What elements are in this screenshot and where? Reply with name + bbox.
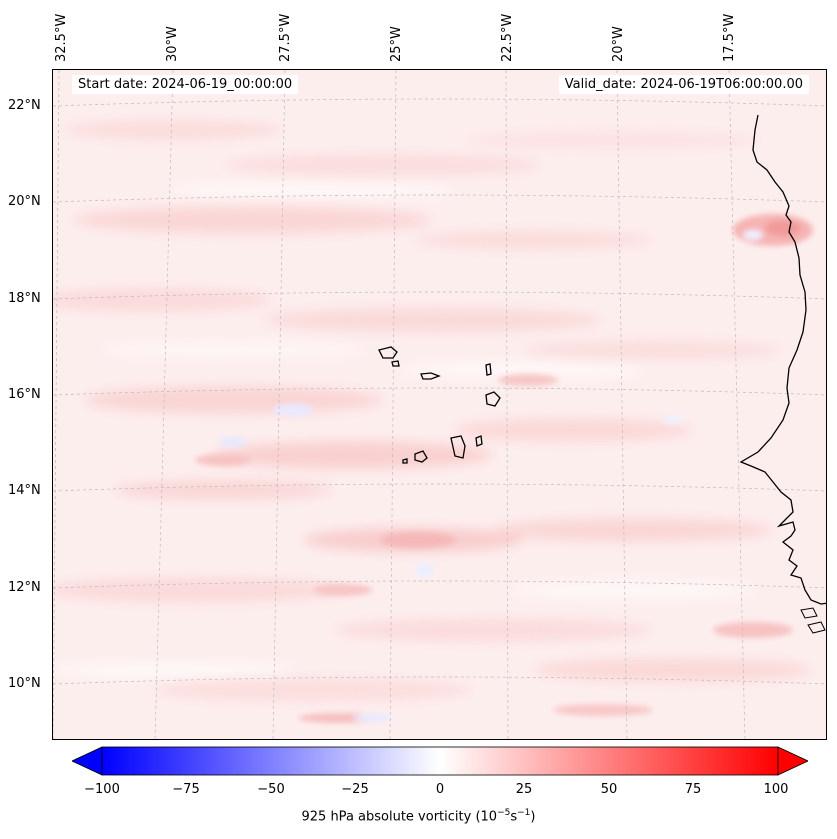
valid-date-label: Valid_date: 2024-06-19T06:00:00.00 <box>558 75 809 94</box>
lon-label-27-5w: 27.5°W <box>278 13 293 62</box>
colorbar-tick: 75 <box>684 782 702 797</box>
map-panel[interactable] <box>52 69 827 740</box>
vorticity-map <box>53 70 826 739</box>
colorbar-tick: 100 <box>763 782 789 797</box>
lat-label-20n: 20°N <box>8 194 41 209</box>
meridian-20w <box>616 70 628 739</box>
graticule <box>53 70 826 739</box>
meridian-32-5w <box>53 70 60 739</box>
lat-label-16n: 16°N <box>8 387 41 402</box>
lat-label-12n: 12°N <box>8 580 41 595</box>
colorbar-tick: −25 <box>341 782 369 797</box>
lat-label-14n: 14°N <box>8 483 41 498</box>
vorticity-field <box>53 120 813 702</box>
parallel-18n <box>53 291 826 300</box>
colorbar-tick: −50 <box>257 782 285 797</box>
island-santiago <box>450 435 466 459</box>
colorbar-tick: 0 <box>435 782 445 797</box>
lat-label-22n: 22°N <box>8 98 41 113</box>
colorbar-gradient <box>101 746 779 776</box>
island-sao-vicente <box>391 360 400 367</box>
island-sal <box>485 363 492 376</box>
lon-label-25w: 25°W <box>389 26 404 62</box>
parallel-16n <box>53 387 826 396</box>
lon-label-30w: 30°W <box>165 26 180 62</box>
africa-coastline <box>739 114 826 605</box>
meridian-17-5w <box>728 70 746 739</box>
colorbar-label: 925 hPa absolute vorticity (10−5s−1) <box>301 808 536 825</box>
lat-label-18n: 18°N <box>8 291 41 306</box>
lon-label-22-5w: 22.5°W <box>500 13 515 62</box>
parallel-20n <box>53 194 826 203</box>
meridian-30w <box>154 70 174 739</box>
parallel-14n <box>53 483 826 492</box>
lon-label-32-5w: 32.5°W <box>54 13 69 62</box>
island-sao-nicolau <box>420 372 441 380</box>
lon-label-20w: 20°W <box>611 26 626 62</box>
island-fogo <box>414 450 428 463</box>
colorbar-tick: 25 <box>515 782 533 797</box>
colorbar-tick: −100 <box>84 782 120 797</box>
parallel-10n <box>53 676 826 685</box>
colorbar-max-arrow <box>777 746 808 776</box>
lon-label-17-5w: 17.5°W <box>722 13 737 62</box>
meridian-27-5w <box>272 70 286 739</box>
lat-label-10n: 10°N <box>8 676 41 691</box>
cape-verde-islands <box>378 346 501 464</box>
island-santo-antao <box>378 346 398 359</box>
colorbar-tick: −75 <box>172 782 200 797</box>
parallel-22n <box>53 98 826 107</box>
island-brava <box>402 458 408 464</box>
colorbar-min-arrow <box>72 746 103 776</box>
colorbar-tick: 50 <box>600 782 618 797</box>
island-boa-vista <box>485 391 501 407</box>
parallel-12n <box>53 580 826 589</box>
coastal-islet <box>807 621 826 634</box>
start-date-label: Start date: 2024-06-19_00:00:00 <box>72 75 299 94</box>
bijagos-islands <box>800 607 818 619</box>
meridian-25w <box>389 70 397 739</box>
colorbar <box>72 746 808 776</box>
meridian-22-5w <box>505 70 509 739</box>
island-maio <box>475 435 483 447</box>
